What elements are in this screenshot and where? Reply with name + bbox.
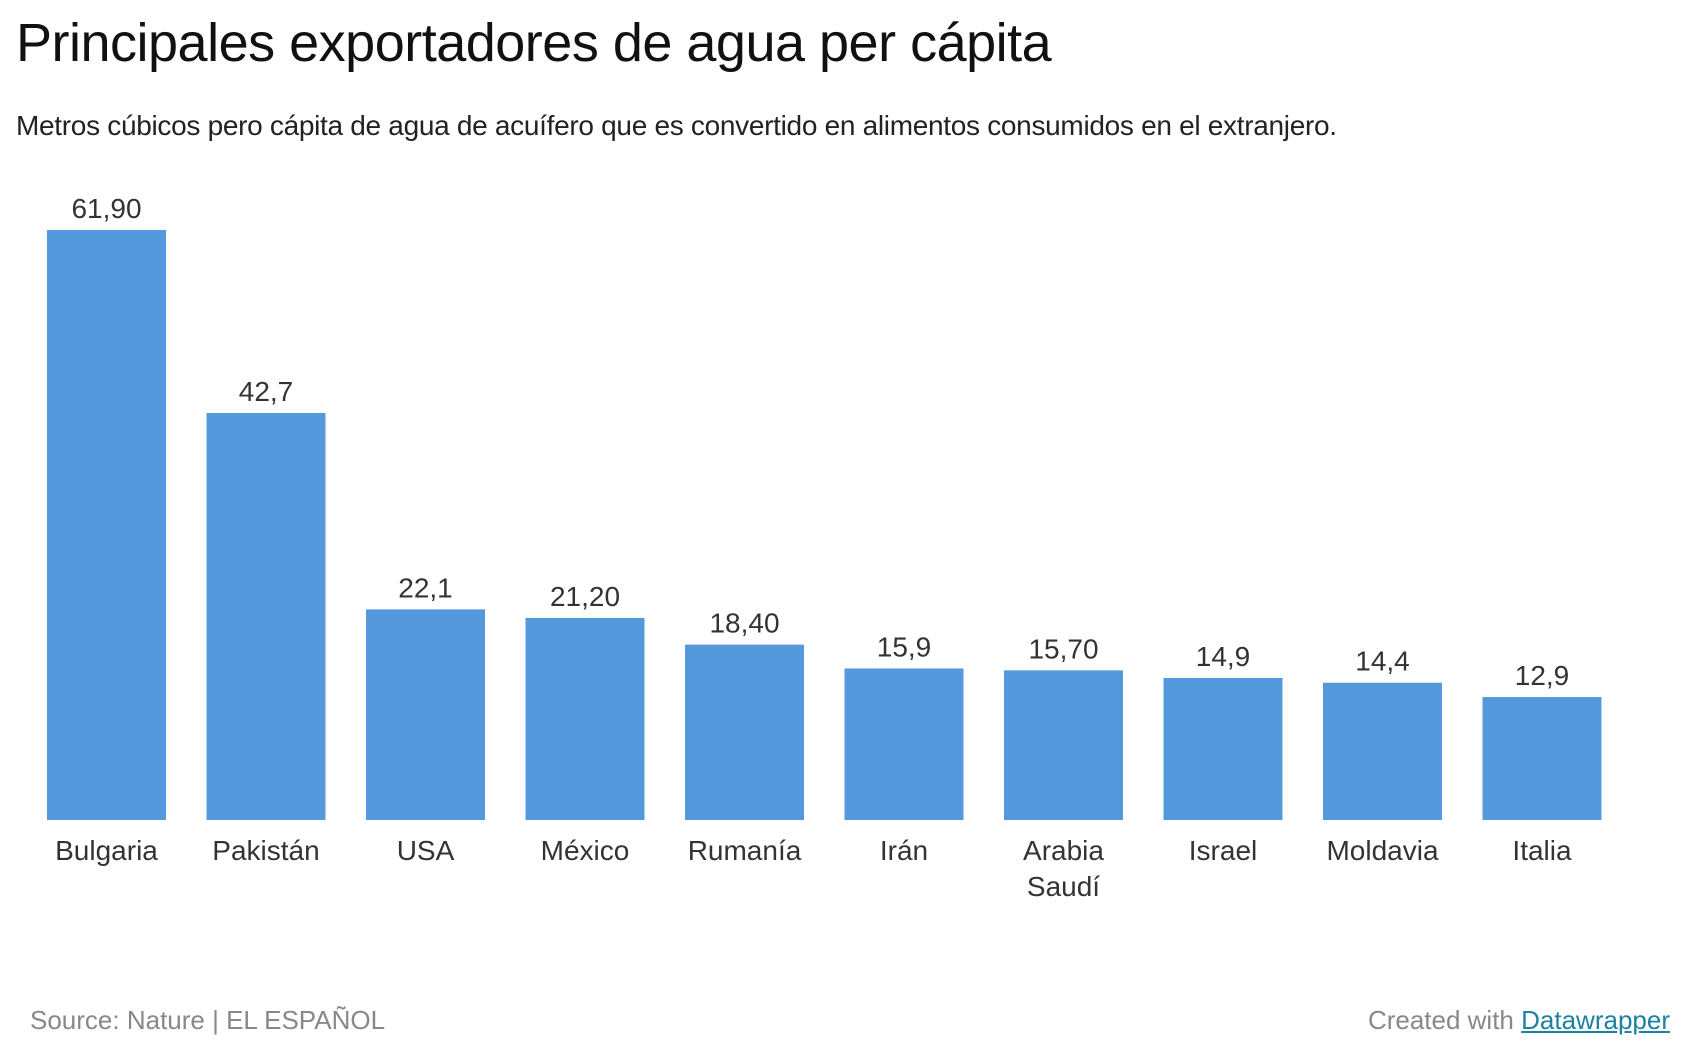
bar [1482,697,1602,820]
value-label: 15,9 [877,631,932,662]
value-label: 14,9 [1196,641,1251,672]
category-label-line: USA [397,835,455,866]
category-label-line: Irán [880,835,928,866]
category-label-line: Italia [1512,835,1572,866]
value-label: 21,20 [550,581,620,612]
category-label: Israel [1189,835,1257,866]
category-label-line: Arabia [1023,835,1104,866]
value-label: 22,1 [398,572,453,603]
category-label-line: Bulgaria [55,835,158,866]
category-label: USA [397,835,455,866]
bar [366,609,485,820]
bar [47,230,166,820]
category-label: Moldavia [1326,835,1438,866]
chart-subtitle: Metros cúbicos pero cápita de agua de ac… [16,110,1337,141]
value-label: 61,90 [71,193,141,224]
category-label: Bulgaria [55,835,158,866]
bar [1004,670,1123,820]
value-label: 42,7 [239,376,294,407]
credit-note: Created with Datawrapper [1368,1005,1670,1036]
bar [525,617,645,820]
value-label: 12,9 [1515,660,1570,691]
bar-chart: 61,90 Bulgaria 42,7 Pakistán 22,1 USA 21,20 Méx… [47,193,1602,902]
category-label-line: México [541,835,630,866]
value-label: 18,40 [709,608,779,639]
chart-title: Principales exportadores de agua per cáp… [16,13,1052,73]
category-label: Italia [1512,835,1572,866]
category-label-line: Saudí [1027,871,1100,902]
category-label-line: Moldavia [1326,835,1438,866]
category-label: Pakistán [212,835,319,866]
category-label: Rumanía [688,835,802,866]
value-label: 15,70 [1028,633,1098,664]
category-label-line: Pakistán [212,835,319,866]
category-label: Arabia Saudí [1023,835,1104,902]
bar [685,644,804,820]
datawrapper-link[interactable]: Datawrapper [1521,1005,1670,1035]
category-label-line: Israel [1189,835,1257,866]
bar [206,413,326,820]
value-label: 14,4 [1355,646,1410,677]
category-label-line: Rumanía [688,835,802,866]
bar [1163,677,1283,820]
source-note: Source: Nature | EL ESPAÑOL [30,1005,386,1035]
category-label: Irán [880,835,928,866]
bar [1323,682,1442,820]
created-with-text: Created with [1367,1005,1514,1035]
bar [844,668,964,820]
category-label: México [541,835,630,866]
